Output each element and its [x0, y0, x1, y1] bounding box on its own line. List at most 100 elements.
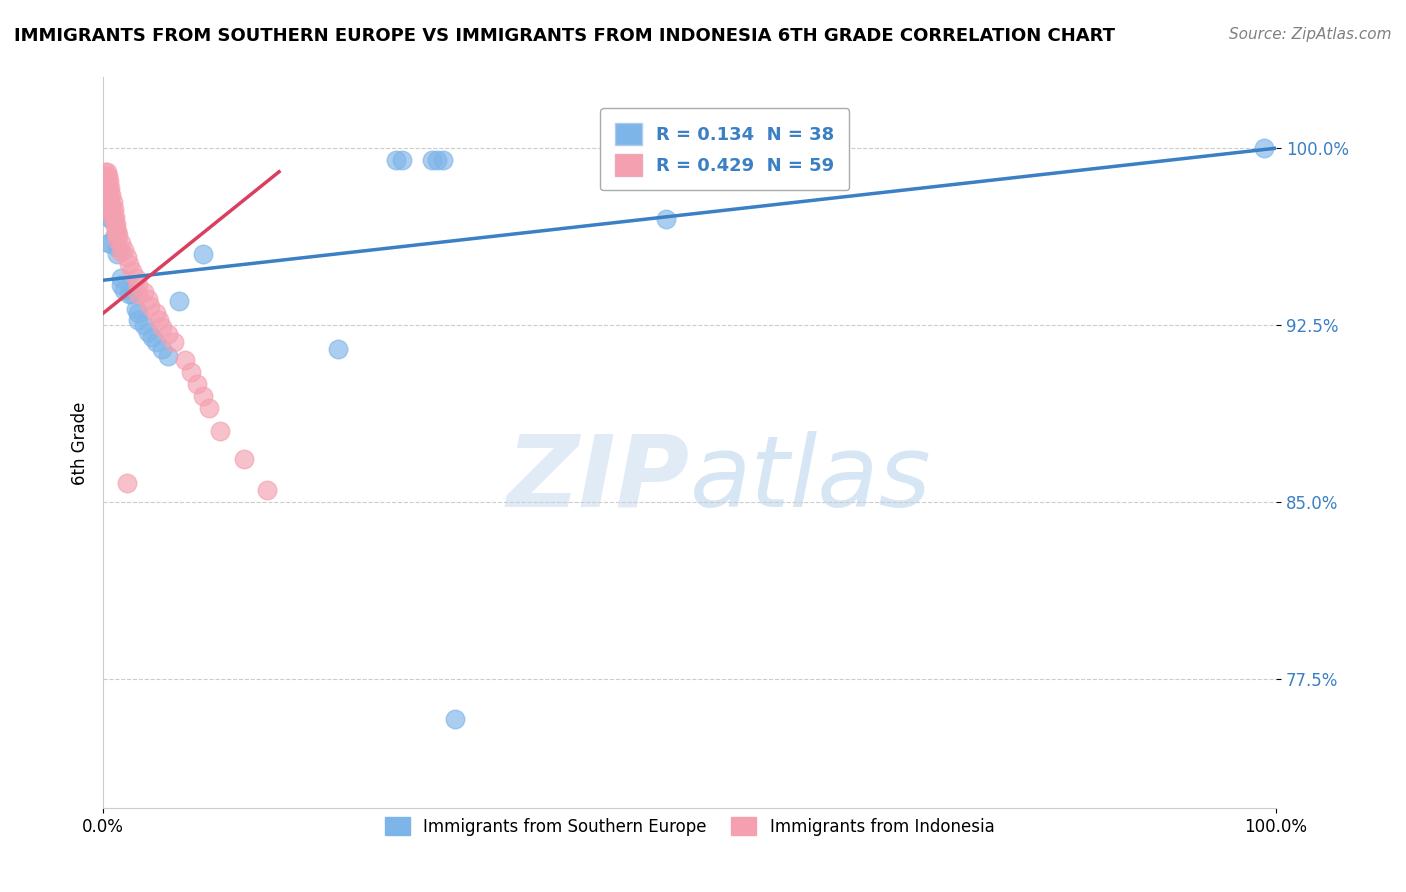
Legend: Immigrants from Southern Europe, Immigrants from Indonesia: Immigrants from Southern Europe, Immigra…: [377, 809, 1002, 844]
Point: [807, 153, 830, 167]
Point: [326, 342, 349, 356]
Point: [162, 334, 184, 349]
Text: atlas: atlas: [689, 431, 931, 528]
Point: [110, 271, 132, 285]
Point: [191, 389, 214, 403]
Point: [94, 165, 117, 179]
Point: [125, 301, 148, 316]
Point: [134, 285, 156, 299]
Point: [426, 153, 449, 167]
Point: [96, 174, 118, 188]
Point: [104, 210, 127, 224]
Point: [107, 228, 129, 243]
Point: [139, 299, 162, 313]
Point: [100, 211, 122, 226]
Point: [118, 287, 141, 301]
Point: [94, 184, 117, 198]
Point: [96, 200, 118, 214]
Point: [174, 353, 197, 368]
Point: [180, 365, 202, 379]
Point: [105, 217, 128, 231]
Y-axis label: 6th Grade: 6th Grade: [72, 401, 89, 484]
Text: ZIP: ZIP: [506, 431, 689, 528]
Point: [121, 287, 143, 301]
Point: [98, 200, 121, 214]
Point: [156, 327, 179, 342]
Point: [141, 330, 163, 344]
Point: [96, 200, 118, 214]
Point: [127, 313, 149, 327]
Point: [110, 277, 132, 292]
Point: [115, 476, 138, 491]
Point: [432, 153, 454, 167]
Point: [420, 153, 443, 167]
Point: [385, 153, 408, 167]
Point: [98, 174, 121, 188]
Point: [232, 452, 254, 467]
Point: [110, 235, 132, 250]
Point: [150, 342, 173, 356]
Point: [105, 224, 128, 238]
Point: [100, 198, 122, 212]
Point: [125, 271, 148, 285]
Point: [820, 153, 842, 167]
Point: [145, 334, 167, 349]
Point: [94, 169, 117, 184]
Point: [127, 277, 149, 292]
Point: [98, 181, 121, 195]
Point: [134, 318, 156, 332]
Point: [127, 287, 149, 301]
Point: [98, 191, 121, 205]
Point: [115, 250, 138, 264]
Point: [136, 292, 159, 306]
Point: [209, 424, 232, 438]
Point: [197, 401, 219, 415]
Point: [118, 257, 141, 271]
Point: [186, 376, 208, 391]
Point: [256, 483, 278, 497]
Point: [391, 153, 413, 167]
Point: [796, 153, 818, 167]
Point: [105, 226, 128, 240]
Point: [1253, 141, 1275, 155]
Point: [104, 228, 127, 243]
Point: [98, 235, 121, 250]
Point: [156, 349, 179, 363]
Point: [94, 177, 117, 191]
Point: [191, 247, 214, 261]
Point: [100, 211, 122, 226]
Point: [110, 244, 132, 259]
Point: [444, 712, 467, 726]
Point: [145, 306, 167, 320]
Point: [97, 188, 120, 202]
Text: IMMIGRANTS FROM SOUTHERN EUROPE VS IMMIGRANTS FROM INDONESIA 6TH GRADE CORRELATI: IMMIGRANTS FROM SOUTHERN EUROPE VS IMMIG…: [14, 27, 1115, 45]
Point: [148, 313, 170, 327]
Point: [96, 181, 118, 195]
Point: [112, 243, 135, 257]
Point: [112, 283, 135, 297]
Point: [98, 184, 121, 198]
Point: [96, 165, 118, 179]
Point: [97, 169, 120, 184]
Point: [103, 211, 125, 226]
Point: [105, 247, 128, 261]
Point: [127, 306, 149, 320]
Point: [121, 283, 143, 297]
Point: [101, 205, 124, 219]
Point: [655, 211, 678, 226]
Point: [96, 193, 118, 207]
Point: [136, 325, 159, 339]
Point: [98, 235, 121, 250]
Point: [98, 193, 121, 207]
Point: [97, 178, 120, 193]
Point: [103, 202, 125, 217]
Point: [121, 264, 143, 278]
Point: [169, 294, 191, 309]
Point: [100, 188, 122, 202]
Point: [105, 240, 128, 254]
Point: [150, 320, 173, 334]
Point: [105, 233, 128, 247]
Text: Source: ZipAtlas.com: Source: ZipAtlas.com: [1229, 27, 1392, 42]
Point: [100, 207, 122, 221]
Point: [104, 219, 127, 233]
